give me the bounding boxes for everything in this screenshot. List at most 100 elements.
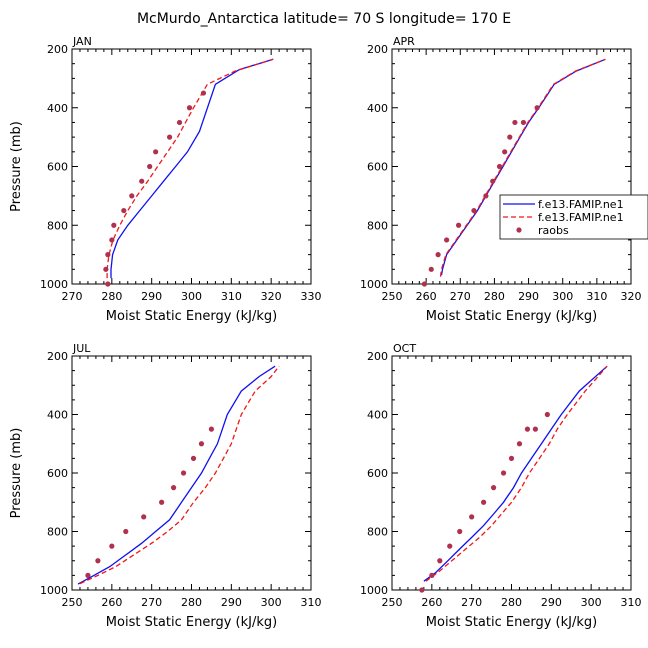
panel-jul: 250 260 270 280 290 300 310 200 400 600 800 1000 JUL… <box>9 342 322 630</box>
apr-x-tick-label: 250 <box>382 290 403 303</box>
jan-raobs-point <box>200 90 207 96</box>
jan-x-axis-title: Moist Static Energy (kJ/kg) <box>106 309 277 324</box>
legend-raobs-marker <box>516 227 522 233</box>
apr-raobs-point <box>534 105 540 111</box>
jan-raobs-point <box>147 163 153 170</box>
jan-x-tick-label: 300 <box>181 290 202 303</box>
panels-group: 270 280 290 300 310 320 330 200 400 600 800 1000 JAN… <box>9 35 648 630</box>
jul-x-tick-label: 290 <box>221 596 242 609</box>
jul-raobs-point <box>123 528 129 535</box>
jan-x-tick-label: 280 <box>101 290 122 303</box>
apr-raobs-point <box>490 178 496 184</box>
jul-y-tick-label: 800 <box>47 526 68 539</box>
jul-raobs-point <box>198 441 205 447</box>
jan-raobs-point <box>186 105 193 111</box>
oct-series-model1-line <box>423 365 608 582</box>
apr-y-tick-label: 1000 <box>360 278 388 291</box>
apr-series-model2-line <box>439 58 606 277</box>
jan-panel-label: JAN <box>72 35 92 48</box>
oct-panel-label: OCT <box>393 342 416 355</box>
jan-y-tick-label: 400 <box>47 102 68 115</box>
oct-raobs-point <box>508 455 515 461</box>
oct-raobs-point <box>429 572 435 578</box>
oct-raobs-point <box>532 426 539 432</box>
legend-label: raobs <box>538 224 569 237</box>
jul-raobs-point <box>180 470 187 476</box>
jan-plot-frame <box>71 48 312 285</box>
oct-x-tick-label: 290 <box>541 596 562 609</box>
apr-x-tick-label: 310 <box>586 290 607 303</box>
jul-y-tick-label: 400 <box>47 409 68 422</box>
legend-box <box>499 194 648 240</box>
apr-y-tick-label: 400 <box>367 102 388 115</box>
jul-x-tick-label: 260 <box>101 596 122 609</box>
apr-panel-label: APR <box>393 35 415 48</box>
oct-x-tick-label: 280 <box>501 596 522 609</box>
jul-raobs-point <box>141 514 147 520</box>
jul-raobs-point <box>159 499 165 505</box>
jul-x-axis-title: Moist Static Energy (kJ/kg) <box>106 615 277 630</box>
oct-raobs-point <box>481 499 487 505</box>
jan-x-tick-label: 320 <box>261 290 282 303</box>
apr-raobs-point <box>444 237 450 243</box>
jan-raobs-point <box>166 134 173 140</box>
apr-raobs-point <box>428 266 434 272</box>
apr-raobs-point <box>471 207 477 214</box>
jan-raobs-point <box>139 178 145 184</box>
apr-raobs-point <box>512 119 518 126</box>
oct-raobs-point <box>516 441 523 447</box>
apr-y-tick-label: 800 <box>367 219 388 232</box>
jan-raobs-point <box>105 281 111 287</box>
jan-raobs-point <box>153 149 159 155</box>
oct-plot-frame <box>391 355 632 591</box>
oct-x-tick-label: 310 <box>621 596 642 609</box>
jul-raobs-point <box>109 543 115 549</box>
jul-raobs-point <box>85 572 91 578</box>
jul-panel-label: JUL <box>72 342 91 355</box>
oct-y-tick-label: 200 <box>367 350 388 363</box>
jan-x-tick-label: 310 <box>221 290 242 303</box>
jan-raobs-point <box>103 266 109 272</box>
apr-raobs-point <box>421 281 428 287</box>
jul-y-tick-label: 600 <box>47 467 68 480</box>
jan-x-tick-label: 290 <box>141 290 162 303</box>
apr-x-tick-label: 290 <box>518 290 539 303</box>
jan-raobs-point <box>121 207 127 214</box>
oct-raobs-point <box>469 514 475 520</box>
legend-label: f.e13.FAMIP.ne1 <box>538 198 624 211</box>
jul-raobs-point <box>190 455 197 461</box>
apr-x-tick-label: 320 <box>621 290 642 303</box>
apr-raobs-point <box>483 193 489 199</box>
oct-x-tick-label: 270 <box>461 596 482 609</box>
jul-x-tick-label: 310 <box>301 596 322 609</box>
jan-y-tick-label: 200 <box>47 43 68 56</box>
apr-x-tick-label: 260 <box>416 290 437 303</box>
oct-x-tick-label: 300 <box>581 596 602 609</box>
jul-y-axis-title: Pressure (mb) <box>9 428 24 519</box>
oct-y-tick-label: 800 <box>367 526 388 539</box>
jan-series-model1-line <box>110 58 274 279</box>
panel-oct: 250 260 270 280 290 300 310 200 400 600 800 1000 OCT… <box>360 342 642 630</box>
oct-x-tick-label: 250 <box>382 596 403 609</box>
jan-x-tick-label: 270 <box>62 290 83 303</box>
jan-series-model2-line <box>106 58 274 279</box>
oct-raobs-point <box>500 470 507 476</box>
apr-raobs-point <box>520 119 527 126</box>
oct-series-model2-line <box>425 365 608 582</box>
apr-y-tick-label: 600 <box>367 161 388 174</box>
jul-x-tick-label: 280 <box>181 596 202 609</box>
oct-raobs-point <box>524 426 531 432</box>
jan-y-tick-label: 800 <box>47 219 68 232</box>
jan-x-tick-label: 330 <box>301 290 322 303</box>
oct-raobs-point <box>447 543 453 549</box>
jan-raobs-point <box>129 193 135 199</box>
jan-raobs-point <box>176 119 183 126</box>
oct-raobs-point <box>419 587 425 593</box>
apr-raobs-point <box>496 163 503 170</box>
jul-x-tick-label: 250 <box>62 596 83 609</box>
jan-raobs-point <box>105 252 111 258</box>
apr-raobs-point <box>435 252 441 258</box>
jul-raobs-point <box>208 426 215 432</box>
